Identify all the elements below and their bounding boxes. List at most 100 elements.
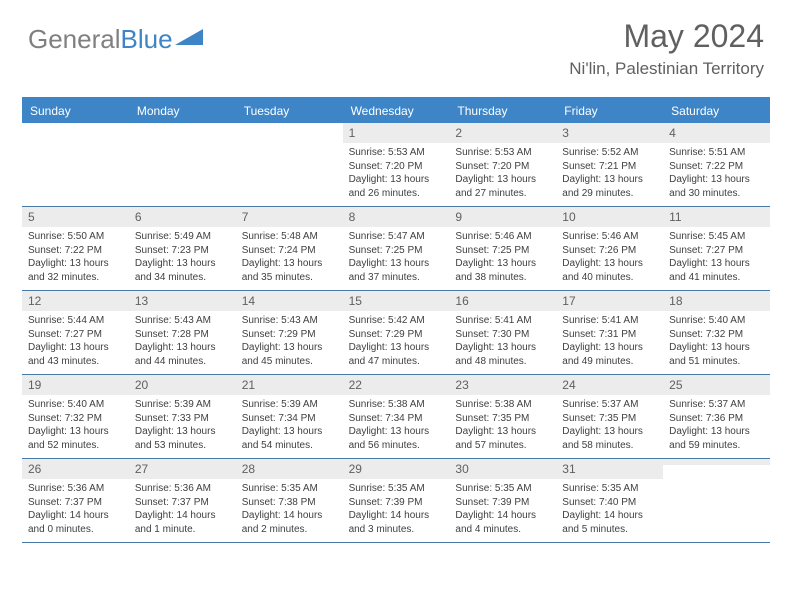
day-info: Sunrise: 5:41 AMSunset: 7:30 PMDaylight:… (449, 314, 556, 368)
day-number: 11 (663, 207, 770, 227)
day-info: Sunrise: 5:35 AMSunset: 7:40 PMDaylight:… (556, 482, 663, 536)
day-cell: 5Sunrise: 5:50 AMSunset: 7:22 PMDaylight… (22, 207, 129, 290)
day-number: 21 (236, 375, 343, 395)
day-number: 24 (556, 375, 663, 395)
day-info: Sunrise: 5:47 AMSunset: 7:25 PMDaylight:… (343, 230, 450, 284)
day-cell: 21 Sunrise: 5:39 AMSunset: 7:34 PMDayligh… (236, 375, 343, 458)
day-info: Sunrise: 5:39 AMSunset: 7:34 PMDaylight:… (236, 398, 343, 452)
day-header-monday: Monday (129, 99, 236, 123)
logo-triangle-icon (175, 27, 205, 52)
day-cell: 22 Sunrise: 5:38 AMSunset: 7:34 PMDayligh… (343, 375, 450, 458)
logo-text-general: General (28, 24, 121, 55)
day-info: Sunrise: 5:36 AMSunset: 7:37 PMDaylight:… (22, 482, 129, 536)
day-cell: 18 Sunrise: 5:40 AMSunset: 7:32 PMDayligh… (663, 291, 770, 374)
day-cell: 15Sunrise: 5:42 AMSunset: 7:29 PMDayligh… (343, 291, 450, 374)
calendar: Sunday Monday Tuesday Wednesday Thursday… (22, 97, 770, 543)
day-cell: 10 Sunrise: 5:46 AMSunset: 7:26 PMDayligh… (556, 207, 663, 290)
day-cell: 25Sunrise: 5:37 AMSunset: 7:36 PMDayligh… (663, 375, 770, 458)
day-info: Sunrise: 5:40 AMSunset: 7:32 PMDaylight:… (22, 398, 129, 452)
day-header-friday: Friday (556, 99, 663, 123)
day-number: 19 (22, 375, 129, 395)
day-number: 9 (449, 207, 556, 227)
week-row: 5Sunrise: 5:50 AMSunset: 7:22 PMDaylight… (22, 207, 770, 291)
day-header-tuesday: Tuesday (236, 99, 343, 123)
day-cell: 8 Sunrise: 5:47 AMSunset: 7:25 PMDaylight… (343, 207, 450, 290)
day-info: Sunrise: 5:48 AMSunset: 7:24 PMDaylight:… (236, 230, 343, 284)
day-number: 3 (556, 123, 663, 143)
day-info: Sunrise: 5:53 AMSunset: 7:20 PMDaylight:… (343, 146, 450, 200)
day-number: 31 (556, 459, 663, 479)
location-label: Ni'lin, Palestinian Territory (569, 59, 764, 79)
day-cell: 19 Sunrise: 5:40 AMSunset: 7:32 PMDayligh… (22, 375, 129, 458)
day-cell: 6Sunrise: 5:49 AMSunset: 7:23 PMDaylight… (129, 207, 236, 290)
day-info: Sunrise: 5:53 AMSunset: 7:20 PMDaylight:… (449, 146, 556, 200)
day-info: Sunrise: 5:41 AMSunset: 7:31 PMDaylight:… (556, 314, 663, 368)
day-header-wednesday: Wednesday (343, 99, 450, 123)
day-number: 1 (343, 123, 450, 143)
day-number: 28 (236, 459, 343, 479)
day-number: 7 (236, 207, 343, 227)
day-header-thursday: Thursday (449, 99, 556, 123)
day-number: 4 (663, 123, 770, 143)
day-cell: 9Sunrise: 5:46 AMSunset: 7:25 PMDaylight… (449, 207, 556, 290)
week-row: 19 Sunrise: 5:40 AMSunset: 7:32 PMDayligh… (22, 375, 770, 459)
day-cell: 12 Sunrise: 5:44 AMSunset: 7:27 PMDayligh… (22, 291, 129, 374)
day-number-empty (22, 123, 129, 129)
day-info: Sunrise: 5:43 AMSunset: 7:28 PMDaylight:… (129, 314, 236, 368)
day-cell: 2 Sunrise: 5:53 AMSunset: 7:20 PMDaylight… (449, 123, 556, 206)
day-number: 22 (343, 375, 450, 395)
day-cell: 29 Sunrise: 5:35 AMSunset: 7:39 PMDayligh… (343, 459, 450, 542)
day-cell: 4 Sunrise: 5:51 AMSunset: 7:22 PMDaylight… (663, 123, 770, 206)
week-row: 1 Sunrise: 5:53 AMSunset: 7:20 PMDaylight… (22, 123, 770, 207)
weeks-container: 1 Sunrise: 5:53 AMSunset: 7:20 PMDaylight… (22, 123, 770, 543)
day-number: 18 (663, 291, 770, 311)
day-number: 8 (343, 207, 450, 227)
day-number: 20 (129, 375, 236, 395)
week-row: 26Sunrise: 5:36 AMSunset: 7:37 PMDayligh… (22, 459, 770, 543)
day-cell: 3 Sunrise: 5:52 AMSunset: 7:21 PMDaylight… (556, 123, 663, 206)
day-info: Sunrise: 5:51 AMSunset: 7:22 PMDaylight:… (663, 146, 770, 200)
month-title: May 2024 (569, 18, 764, 55)
day-cell (236, 123, 343, 206)
day-header-row: Sunday Monday Tuesday Wednesday Thursday… (22, 99, 770, 123)
day-number-empty (236, 123, 343, 129)
day-info: Sunrise: 5:37 AMSunset: 7:36 PMDaylight:… (663, 398, 770, 452)
day-info: Sunrise: 5:36 AMSunset: 7:37 PMDaylight:… (129, 482, 236, 536)
day-number: 13 (129, 291, 236, 311)
day-cell: 1 Sunrise: 5:53 AMSunset: 7:20 PMDaylight… (343, 123, 450, 206)
day-info: Sunrise: 5:50 AMSunset: 7:22 PMDaylight:… (22, 230, 129, 284)
day-cell: 26 Sunrise: 5:36 AMSunset: 7:37 PMDayligh… (22, 459, 129, 542)
day-info: Sunrise: 5:38 AMSunset: 7:34 PMDaylight:… (343, 398, 450, 452)
day-number-empty (129, 123, 236, 129)
day-cell: 17Sunrise: 5:41 AMSunset: 7:31 PMDayligh… (556, 291, 663, 374)
day-cell: 31 Sunrise: 5:35 AMSunset: 7:40 PMDayligh… (556, 459, 663, 542)
day-cell (22, 123, 129, 206)
title-block: May 2024 Ni'lin, Palestinian Territory (569, 18, 764, 79)
day-cell: 20Sunrise: 5:39 AMSunset: 7:33 PMDayligh… (129, 375, 236, 458)
day-number: 23 (449, 375, 556, 395)
day-info: Sunrise: 5:37 AMSunset: 7:35 PMDaylight:… (556, 398, 663, 452)
day-number: 2 (449, 123, 556, 143)
day-number: 27 (129, 459, 236, 479)
day-number: 10 (556, 207, 663, 227)
day-info: Sunrise: 5:35 AMSunset: 7:39 PMDaylight:… (343, 482, 450, 536)
day-header-saturday: Saturday (663, 99, 770, 123)
day-cell: 30Sunrise: 5:35 AMSunset: 7:39 PMDayligh… (449, 459, 556, 542)
day-cell: 16Sunrise: 5:41 AMSunset: 7:30 PMDayligh… (449, 291, 556, 374)
day-info: Sunrise: 5:40 AMSunset: 7:32 PMDaylight:… (663, 314, 770, 368)
day-number: 29 (343, 459, 450, 479)
day-info: Sunrise: 5:44 AMSunset: 7:27 PMDaylight:… (22, 314, 129, 368)
day-number: 15 (343, 291, 450, 311)
day-info: Sunrise: 5:52 AMSunset: 7:21 PMDaylight:… (556, 146, 663, 200)
day-number: 14 (236, 291, 343, 311)
day-info: Sunrise: 5:46 AMSunset: 7:26 PMDaylight:… (556, 230, 663, 284)
day-cell: 13 Sunrise: 5:43 AMSunset: 7:28 PMDayligh… (129, 291, 236, 374)
day-cell: 7 Sunrise: 5:48 AMSunset: 7:24 PMDaylight… (236, 207, 343, 290)
day-number: 12 (22, 291, 129, 311)
day-info: Sunrise: 5:43 AMSunset: 7:29 PMDaylight:… (236, 314, 343, 368)
day-cell: 27 Sunrise: 5:36 AMSunset: 7:37 PMDayligh… (129, 459, 236, 542)
day-info: Sunrise: 5:35 AMSunset: 7:38 PMDaylight:… (236, 482, 343, 536)
day-cell: 24 Sunrise: 5:37 AMSunset: 7:35 PMDayligh… (556, 375, 663, 458)
day-header-sunday: Sunday (22, 99, 129, 123)
day-number: 26 (22, 459, 129, 479)
